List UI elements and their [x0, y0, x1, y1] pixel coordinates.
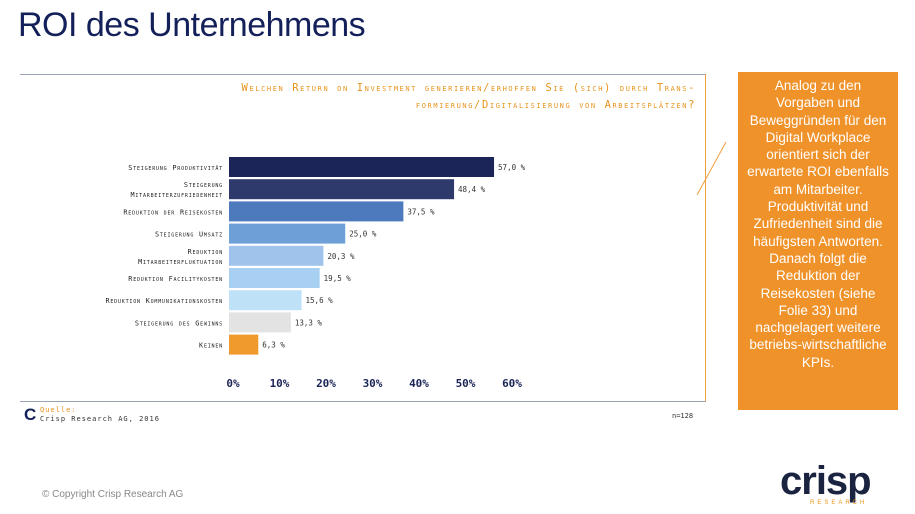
crisp-c-icon: C [24, 405, 37, 424]
copyright-text: © Copyright Crisp Research AG [42, 489, 184, 500]
x-tick-label-2: 20% [316, 377, 336, 390]
page-title: ROI des Unternehmens [18, 6, 366, 44]
value-label-4: 20,3 % [327, 252, 355, 261]
bar-1 [229, 179, 455, 200]
chart-frame-top-rule [20, 74, 706, 75]
chart-frame-right-rule [705, 74, 706, 402]
chart-question-line-1: Welchen Return on Investment generieren/… [241, 82, 696, 94]
value-label-2: 37,5 % [407, 207, 435, 216]
bar-0 [229, 157, 495, 177]
x-tick-label-4: 40% [409, 377, 429, 390]
category-label-4-0: Reduktion [188, 248, 223, 256]
category-label-4-1: Mitarbeiterfluktuation [138, 258, 223, 266]
bar-4 [229, 245, 324, 266]
category-label-3-0: Steigerung Umsatz [155, 231, 223, 239]
chart-question: Welchen Return on Investment generieren/… [24, 80, 696, 114]
bar-6 [229, 290, 302, 311]
category-label-1-1: Mitarbeiterzufriedenheit [130, 191, 223, 199]
value-label-6: 15,6 % [306, 296, 334, 305]
value-label-3: 25,0 % [349, 230, 377, 239]
value-label-7: 13,3 % [295, 318, 323, 327]
category-label-0-0: Steigerung Produktivität [128, 164, 223, 172]
category-label-1-0: Steigerung [184, 181, 223, 189]
category-label-8-0: Keinen [199, 342, 223, 350]
chart-frame-bottom-rule [20, 401, 706, 402]
category-label-6-0: Reduktion Kommunikationskosten [105, 297, 223, 305]
bar-5 [229, 268, 320, 288]
source-label: Quelle: [40, 406, 77, 414]
sample-size: n=128 [672, 412, 694, 420]
bar-7 [229, 312, 291, 333]
callout-box: Analog zu den Vorgaben und Beweggründen … [738, 72, 898, 410]
x-tick-label-0: 0% [226, 377, 240, 390]
x-tick-label-3: 30% [363, 377, 383, 390]
x-tick-label-5: 50% [456, 377, 476, 390]
category-label-2-0: Reduktion der Reisekosten [123, 208, 223, 216]
value-label-8: 6,3 % [262, 341, 285, 350]
logo-subtitle: RESEARCH [810, 500, 868, 506]
x-tick-label-6: 60% [502, 377, 522, 390]
bar-3 [229, 223, 346, 244]
chart-question-line-2: formierung/Digitalisierung von Arbeitspl… [415, 99, 696, 111]
category-label-7-0: Steigerung des Gewinns [135, 319, 223, 327]
source-text: Crisp Research AG, 2016 [40, 415, 160, 423]
value-label-1: 48,4 % [458, 185, 486, 194]
bar-8 [229, 334, 259, 355]
value-label-5: 19,5 % [324, 274, 352, 283]
value-label-0: 57,0 % [498, 163, 526, 172]
logo-wordmark: crisp [780, 459, 872, 503]
x-tick-label-1: 10% [270, 377, 290, 390]
category-label-5-0: Reduktion Facilitykosten [128, 275, 223, 283]
crisp-logo: crisp RESEARCH [780, 459, 880, 511]
bar-2 [229, 201, 404, 222]
